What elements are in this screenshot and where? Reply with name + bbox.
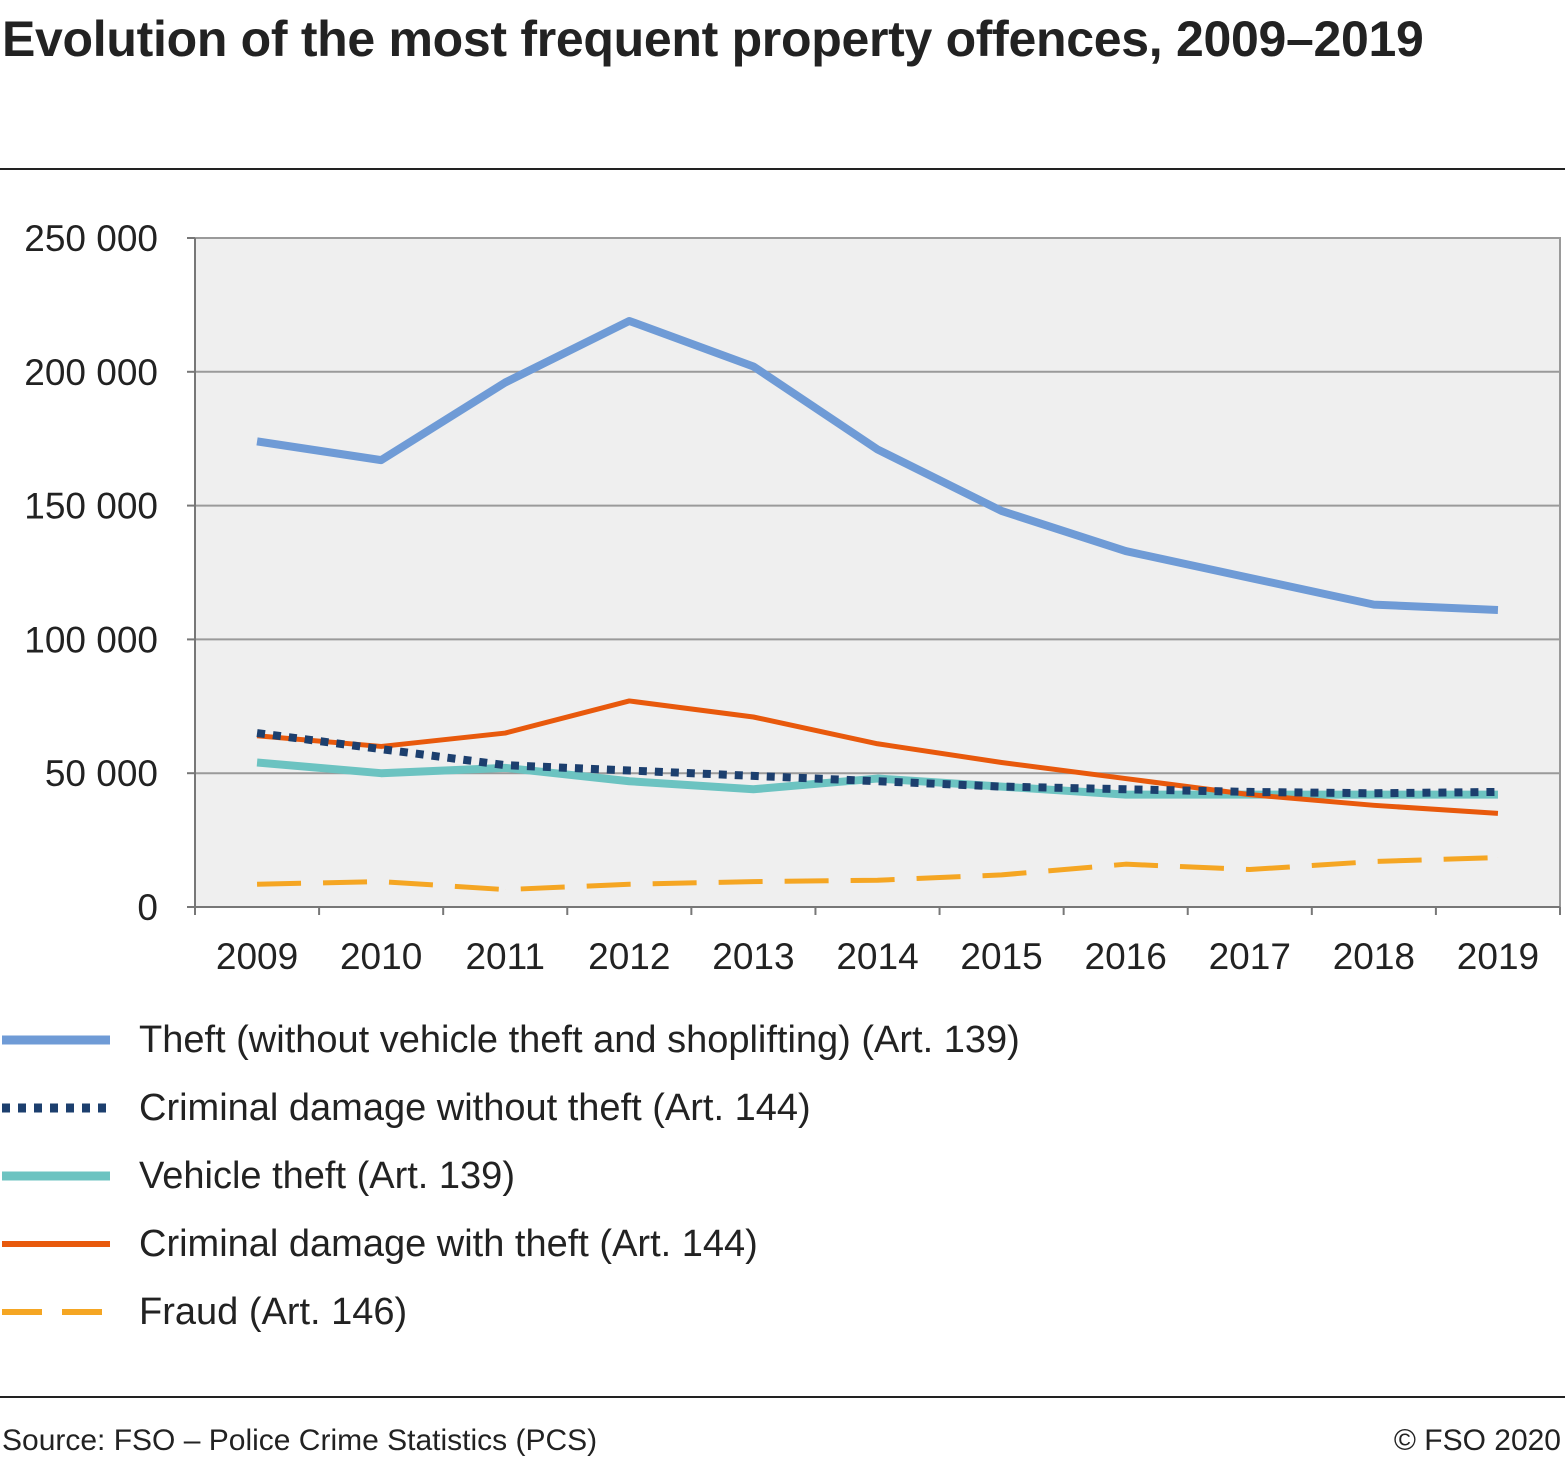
- source-note: Source: FSO – Police Crime Statistics (P…: [2, 1424, 598, 1457]
- x-tick-label: 2013: [712, 936, 794, 977]
- plot-area: [194, 237, 1561, 908]
- chart-title: Evolution of the most frequent property …: [2, 11, 1424, 67]
- y-tick-label: 200 000: [24, 352, 158, 393]
- x-tick-label: 2019: [1457, 936, 1539, 977]
- legend-swatch: [2, 1309, 110, 1315]
- y-tick-label: 250 000: [24, 218, 158, 259]
- x-tick-label: 2009: [216, 936, 298, 977]
- legend-label: Theft (without vehicle theft and shoplif…: [139, 1019, 1020, 1061]
- legend-item: Criminal damage without theft (Art. 144): [0, 1078, 1300, 1138]
- x-tick-label: 2014: [836, 936, 918, 977]
- legend-swatch: [2, 1171, 110, 1181]
- copyright-note: © FSO 2020: [1393, 1424, 1561, 1457]
- legend-item: Theft (without vehicle theft and shoplif…: [0, 1010, 1300, 1070]
- line-chart: 0 50 000 100 000 150 000 200 000 250 000 2009…: [24, 218, 1561, 977]
- y-tick-label: 50 000: [45, 753, 158, 794]
- x-tick-label: 2012: [588, 936, 670, 977]
- legend-label: Criminal damage without theft (Art. 144): [139, 1087, 811, 1129]
- x-tick-label: 2017: [1209, 936, 1291, 977]
- legend-item: Fraud (Art. 146): [0, 1282, 1300, 1342]
- x-tick-label: 2018: [1333, 936, 1415, 977]
- legend-item: Vehicle theft (Art. 139): [0, 1146, 1300, 1206]
- legend-label: Fraud (Art. 146): [139, 1291, 408, 1333]
- legend-item: Criminal damage with theft (Art. 144): [0, 1214, 1300, 1274]
- y-tick-label: 150 000: [24, 486, 158, 527]
- x-tick-label: 2011: [465, 936, 545, 977]
- title-divider: [0, 168, 1565, 170]
- legend-label: Criminal damage with theft (Art. 144): [139, 1223, 758, 1265]
- legend-label: Vehicle theft (Art. 139): [139, 1155, 515, 1197]
- legend-swatch: [2, 1103, 110, 1113]
- series-line-1: [256, 729, 1498, 798]
- legend-swatch: [2, 1241, 110, 1247]
- y-tick-label: 100 000: [24, 619, 158, 660]
- footer-divider: [0, 1396, 1565, 1398]
- legend-swatch: [2, 1035, 110, 1045]
- x-tick-label: 2016: [1085, 936, 1167, 977]
- y-tick-label: 0: [137, 887, 158, 928]
- x-tick-label: 2015: [960, 936, 1042, 977]
- x-tick-label: 2010: [340, 936, 422, 977]
